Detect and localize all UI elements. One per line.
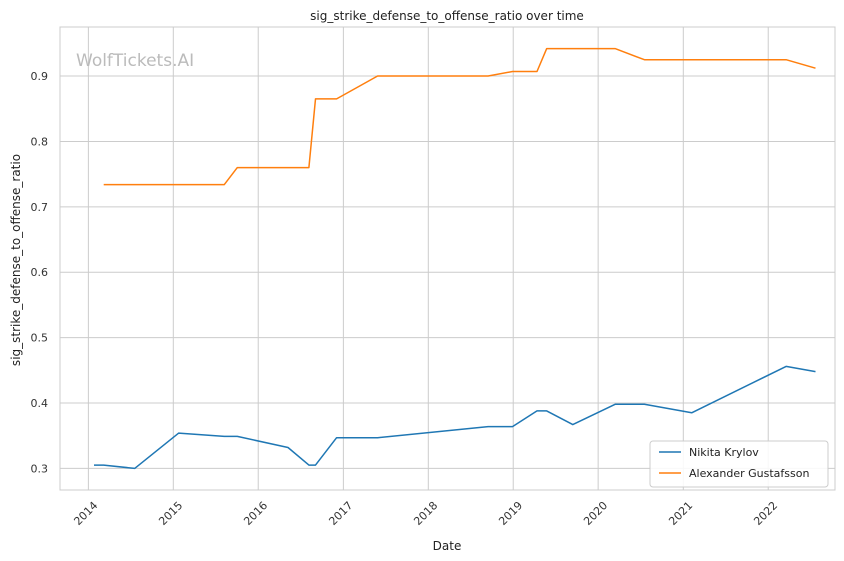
plot-frame — [59, 26, 836, 491]
chart-title: sig_strike_defense_to_offense_ratio over… — [310, 9, 584, 23]
y-tick-label: 0.5 — [31, 332, 49, 345]
legend-box — [649, 440, 829, 488]
legend: Nikita Krylov Alexander Gustafsson — [649, 440, 829, 488]
series-line-alexander-gustafsson — [103, 47, 816, 186]
y-tick-label: 0.7 — [31, 201, 49, 214]
watermark: WolfTickets.AI — [76, 51, 194, 71]
x-axis-label: Date — [433, 539, 462, 553]
legend-label-alexander-gustafsson: Alexander Gustafsson — [689, 467, 809, 480]
legend-label-nikita-krylov: Nikita Krylov — [689, 446, 759, 459]
grid — [60, 27, 835, 490]
series-line-nikita-krylov — [94, 365, 816, 470]
series-lines — [94, 47, 816, 470]
y-tick-label: 0.4 — [31, 397, 49, 410]
y-tick-label: 0.8 — [31, 135, 49, 148]
y-tick-label: 0.3 — [31, 462, 49, 475]
y-axis-label: sig_strike_defense_to_offense_ratio — [9, 154, 23, 366]
y-tick-label: 0.6 — [31, 266, 49, 279]
y-tick-label: 0.9 — [31, 70, 49, 83]
